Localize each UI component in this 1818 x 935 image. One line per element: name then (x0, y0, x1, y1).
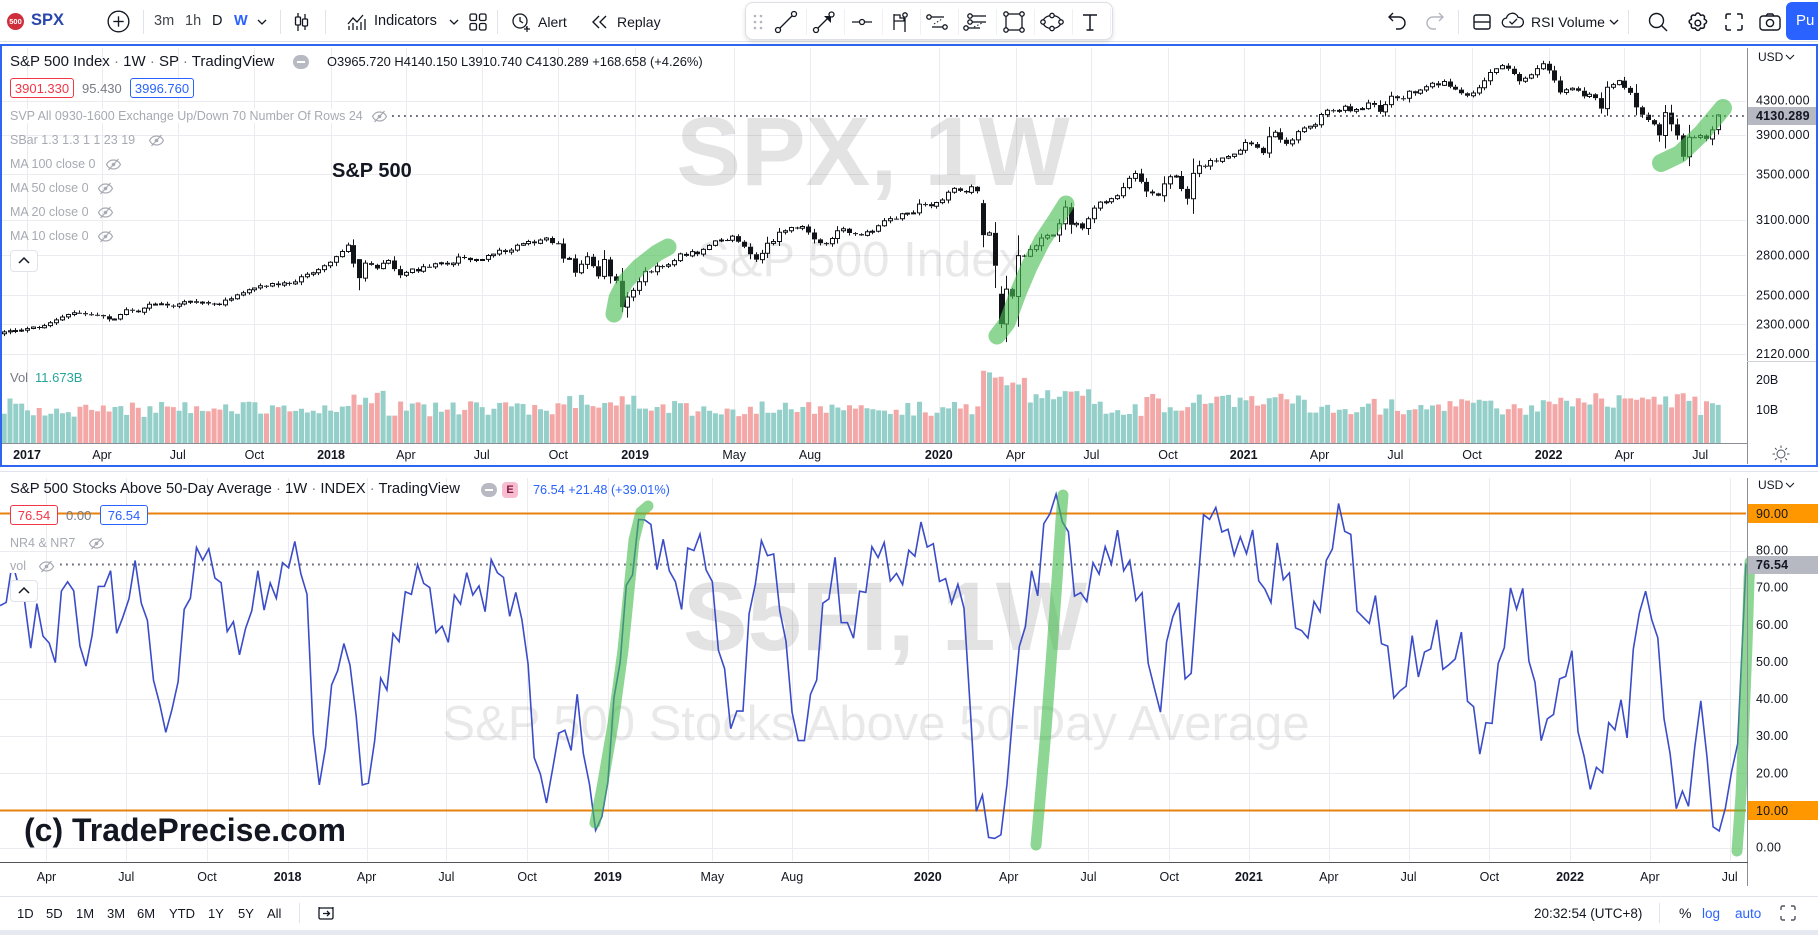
svg-text:May: May (700, 870, 724, 884)
svg-text:20.00: 20.00 (1756, 766, 1788, 780)
svg-text:76.54: 76.54 (1756, 558, 1788, 572)
svg-text:2019: 2019 (621, 448, 649, 462)
svg-text:Apr: Apr (1615, 448, 1634, 462)
svg-text:3500.000: 3500.000 (1756, 167, 1810, 181)
svg-text:2017: 2017 (13, 448, 41, 462)
svg-text:Oct: Oct (1158, 448, 1178, 462)
svg-text:20B: 20B (1756, 373, 1778, 387)
svg-text:Jul: Jul (170, 448, 186, 462)
svg-text:SPX, 1W: SPX, 1W (676, 97, 1070, 206)
svg-text:Oct: Oct (1480, 870, 1500, 884)
svg-text:Jul: Jul (1083, 448, 1099, 462)
svg-text:USD: USD (1758, 50, 1784, 64)
svg-text:2500.000: 2500.000 (1756, 288, 1810, 302)
svg-text:2022: 2022 (1556, 870, 1584, 884)
svg-text:Oct: Oct (245, 448, 265, 462)
svg-text:Apr: Apr (1319, 870, 1338, 884)
svg-text:2300.000: 2300.000 (1756, 318, 1810, 332)
svg-text:S&P 500 Index: S&P 500 Index (697, 233, 1023, 287)
svg-text:S&P 500 Stocks Above 50-Day Av: S&P 500 Stocks Above 50-Day Average (442, 697, 1309, 751)
svg-text:90.00: 90.00 (1756, 507, 1788, 521)
svg-text:2018: 2018 (274, 870, 302, 884)
svg-text:3900.000: 3900.000 (1756, 128, 1810, 142)
svg-text:Aug: Aug (799, 448, 821, 462)
svg-text:Oct: Oct (517, 870, 537, 884)
svg-text:Jul: Jul (1692, 448, 1708, 462)
svg-text:4300.000: 4300.000 (1756, 94, 1810, 108)
svg-text:2021: 2021 (1230, 448, 1258, 462)
svg-text:Oct: Oct (197, 870, 217, 884)
svg-text:Apr: Apr (92, 448, 111, 462)
svg-text:4130.289: 4130.289 (1756, 109, 1810, 123)
svg-text:30.00: 30.00 (1756, 729, 1788, 743)
svg-text:S5FI, 1W: S5FI, 1W (683, 562, 1088, 671)
svg-text:Jul: Jul (1401, 870, 1417, 884)
svg-text:Jul: Jul (474, 448, 490, 462)
svg-text:Apr: Apr (37, 870, 56, 884)
svg-text:Apr: Apr (1006, 448, 1025, 462)
svg-text:Apr: Apr (1640, 870, 1659, 884)
svg-text:Jul: Jul (1081, 870, 1097, 884)
svg-text:Jul: Jul (438, 870, 454, 884)
svg-text:Jul: Jul (1387, 448, 1403, 462)
svg-text:Oct: Oct (1462, 448, 1482, 462)
svg-text:Aug: Aug (781, 870, 803, 884)
svg-text:Jul: Jul (118, 870, 134, 884)
svg-text:70.00: 70.00 (1756, 581, 1788, 595)
svg-text:2800.000: 2800.000 (1756, 248, 1810, 262)
svg-text:Oct: Oct (1159, 870, 1179, 884)
svg-text:50.00: 50.00 (1756, 655, 1788, 669)
svg-text:2020: 2020 (925, 448, 953, 462)
svg-text:10B: 10B (1756, 403, 1778, 417)
svg-text:2022: 2022 (1535, 448, 1563, 462)
svg-text:May: May (722, 448, 746, 462)
svg-text:2020: 2020 (914, 870, 942, 884)
svg-text:40.00: 40.00 (1756, 692, 1788, 706)
svg-text:Apr: Apr (999, 870, 1018, 884)
svg-text:80.00: 80.00 (1756, 544, 1788, 558)
svg-text:Apr: Apr (357, 870, 376, 884)
svg-text:Apr: Apr (396, 448, 415, 462)
svg-text:2019: 2019 (594, 870, 622, 884)
svg-text:USD: USD (1758, 478, 1784, 492)
svg-text:2021: 2021 (1235, 870, 1263, 884)
svg-text:60.00: 60.00 (1756, 618, 1788, 632)
svg-text:Apr: Apr (1310, 448, 1329, 462)
svg-text:2120.000: 2120.000 (1756, 347, 1810, 361)
svg-text:3100.000: 3100.000 (1756, 213, 1810, 227)
svg-text:Jul: Jul (1722, 870, 1738, 884)
svg-text:Oct: Oct (549, 448, 569, 462)
svg-text:2018: 2018 (317, 448, 345, 462)
svg-text:0.00: 0.00 (1756, 841, 1781, 855)
svg-text:10.00: 10.00 (1756, 804, 1788, 818)
